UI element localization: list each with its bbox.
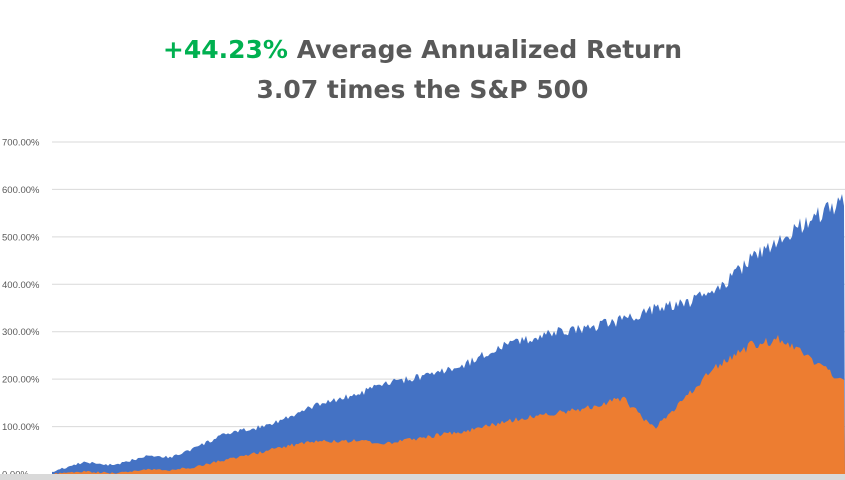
x-axis-scrollbar-track[interactable] [0, 474, 845, 480]
chart-title: +44.23% Average Annualized Return 3.07 t… [0, 30, 845, 110]
return-highlight: +44.23% [162, 35, 288, 64]
title-line-1-text: Average Annualized Return [287, 35, 683, 64]
area-series [52, 194, 845, 474]
series-area-orange [52, 334, 845, 474]
y-tick-label: 100.00% [2, 422, 40, 433]
y-tick-label: 500.00% [2, 232, 40, 243]
y-tick-label: 200.00% [2, 375, 40, 386]
y-tick-label: 700.00% [2, 138, 40, 149]
y-tick-label: 600.00% [2, 185, 40, 196]
y-tick-label: 400.00% [2, 280, 40, 291]
chart-title-line-2: 3.07 times the S&P 500 [256, 75, 589, 104]
y-axis-tick-labels: 0.00%100.00%200.00%300.00%400.00%500.00%… [2, 138, 40, 480]
chart-title-line-1: +44.23% Average Annualized Return [0, 30, 845, 70]
y-tick-label: 300.00% [2, 327, 40, 338]
series-area-blue [52, 194, 845, 474]
